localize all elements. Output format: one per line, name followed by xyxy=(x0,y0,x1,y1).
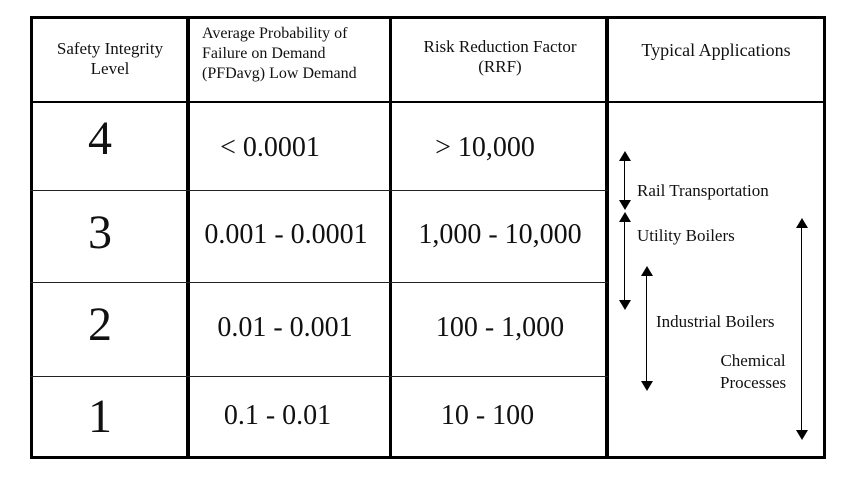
pfd-value: 0.1 - 0.01 xyxy=(223,400,332,431)
rrf-value: > 10,000 xyxy=(435,132,535,163)
rrf-value: 10 - 100 xyxy=(440,400,535,431)
arrow-down-icon xyxy=(619,200,631,210)
sil-level: 3 xyxy=(88,205,112,259)
app-utility-boilers: Utility Boilers xyxy=(637,226,735,245)
header-pfd-text: Average Probability of Failure on Demand… xyxy=(202,25,357,82)
sil-table xyxy=(30,16,826,459)
chemical-range-arrow xyxy=(796,218,808,440)
app-chemical-processes: Chemical Processes xyxy=(720,351,787,392)
rrf-value: 100 - 1,000 xyxy=(435,312,565,343)
app-industrial-boilers: Industrial Boilers xyxy=(656,312,775,331)
header-rrf-text: Risk Reduction Factor (RRF) xyxy=(423,37,577,76)
row-divider xyxy=(30,282,608,283)
arrow-down-icon xyxy=(641,381,653,391)
sil-level: 2 xyxy=(88,297,112,351)
app-rail-transportation: Rail Transportation xyxy=(637,181,769,200)
pfd-value: < 0.0001 xyxy=(220,132,320,163)
arrow-down-icon xyxy=(619,300,631,310)
header-sil: Safety Integrity Level xyxy=(40,34,180,84)
header-divider xyxy=(30,101,826,103)
header-pfd: Average Probability of Failure on Demand… xyxy=(202,22,387,86)
arrow-up-icon xyxy=(619,151,631,161)
pfd-value: 0.001 - 0.0001 xyxy=(204,219,368,250)
sil-level: 4 xyxy=(88,111,112,165)
column-divider xyxy=(605,16,609,459)
utility-range-arrow xyxy=(619,212,631,310)
sil-level: 1 xyxy=(88,389,112,443)
column-divider xyxy=(389,16,392,459)
header-sil-text: Safety Integrity Level xyxy=(56,39,164,78)
header-apps: Typical Applications xyxy=(612,38,820,62)
arrow-up-icon xyxy=(619,212,631,222)
industrial-range-arrow xyxy=(641,266,653,391)
rrf-value: 1,000 - 10,000 xyxy=(418,219,582,250)
arrow-up-icon xyxy=(796,218,808,228)
header-rrf: Risk Reduction Factor (RRF) xyxy=(400,32,600,82)
row-divider xyxy=(30,190,608,191)
rail-range-arrow xyxy=(619,151,631,210)
header-apps-text: Typical Applications xyxy=(641,40,791,60)
arrow-up-icon xyxy=(641,266,653,276)
pfd-value: 0.01 - 0.001 xyxy=(217,312,353,343)
row-divider xyxy=(30,376,608,377)
arrow-down-icon xyxy=(796,430,808,440)
column-divider xyxy=(186,16,190,459)
